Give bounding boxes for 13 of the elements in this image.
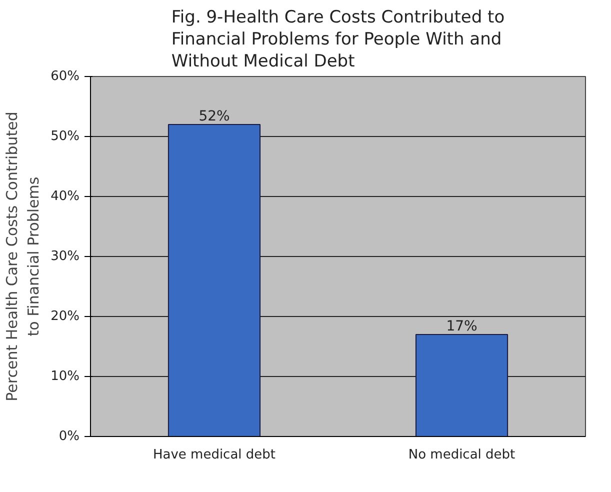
y-tick-label: 0% [58,429,80,444]
y-tick-label: 60% [50,69,80,84]
data-label: 52% [198,108,230,124]
data-label: 17% [446,318,478,334]
chart-title: Fig. 9-Health Care Costs Contributed to Financial Problems for People With and Without Medical Debt [171,8,505,72]
y-tick-label: 10% [50,369,80,384]
x-tick-label: Have medical debt [152,448,276,462]
y-tick-label: 40% [50,189,80,204]
y-tick-label: 20% [50,309,80,324]
y-axis-title: Percent Health Care Costs Contributed to Financial Problems [3,112,43,402]
y-tick-label: 50% [50,129,80,144]
x-tick-label: No medical debt [408,448,516,462]
y-tick-label: 30% [50,249,80,264]
